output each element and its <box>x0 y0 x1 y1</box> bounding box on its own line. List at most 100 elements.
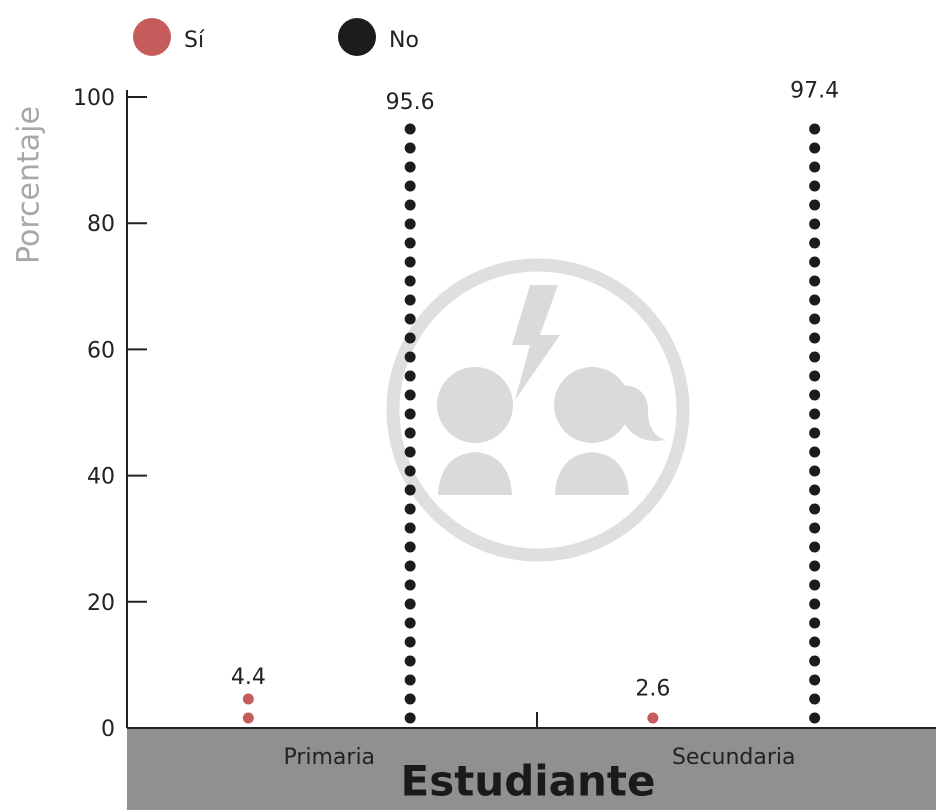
dot <box>404 465 416 477</box>
dot <box>809 522 821 534</box>
y-tick-label: 20 <box>87 591 115 616</box>
watermark-hair <box>620 385 665 441</box>
y-axis-title: Porcentaje <box>12 106 47 264</box>
dot <box>809 218 821 230</box>
x-axis-title: Estudiante <box>401 757 656 806</box>
value-label: 2.6 <box>635 677 670 702</box>
watermark <box>386 258 690 562</box>
y-tick-label: 40 <box>87 465 115 490</box>
watermark-head <box>554 367 630 443</box>
dot <box>404 446 416 458</box>
legend-label: No <box>389 28 419 53</box>
dot-column <box>809 123 821 724</box>
dot <box>404 655 416 667</box>
dot <box>404 275 416 287</box>
dot <box>809 161 821 173</box>
watermark-body <box>555 452 629 495</box>
value-label: 95.6 <box>386 90 435 115</box>
watermark-ring <box>386 258 690 562</box>
x-tick-label: Secundaria <box>672 745 796 770</box>
dot <box>242 712 254 724</box>
dot <box>404 636 416 648</box>
value-label: 4.4 <box>231 665 266 690</box>
dot <box>647 712 659 724</box>
dot <box>809 199 821 211</box>
dot <box>809 256 821 268</box>
dot <box>809 560 821 572</box>
dot-column <box>647 712 659 724</box>
dot <box>809 123 821 135</box>
dot <box>809 484 821 496</box>
dot <box>404 674 416 686</box>
dot <box>809 674 821 686</box>
watermark-head <box>437 367 513 443</box>
legend-swatch <box>338 18 376 56</box>
dot <box>809 294 821 306</box>
dot <box>404 294 416 306</box>
dot <box>809 655 821 667</box>
dot <box>809 446 821 458</box>
dot <box>404 161 416 173</box>
dot <box>809 598 821 610</box>
dot <box>404 579 416 591</box>
dot <box>404 180 416 192</box>
dot <box>809 408 821 420</box>
x-tick-label: Primaria <box>283 745 375 770</box>
dot <box>404 560 416 572</box>
y-tick-label: 100 <box>73 86 115 111</box>
dot <box>404 389 416 401</box>
dot <box>404 218 416 230</box>
dot <box>404 237 416 249</box>
dot-column <box>404 123 416 724</box>
dot <box>809 712 821 724</box>
dot <box>404 123 416 135</box>
dot <box>809 351 821 363</box>
dot-column <box>242 693 254 724</box>
dot <box>404 370 416 382</box>
dot <box>809 465 821 477</box>
dot <box>404 142 416 154</box>
y-tick-label: 60 <box>87 338 115 363</box>
dot <box>809 237 821 249</box>
watermark-bolt <box>512 285 560 400</box>
legend-label: Sí <box>184 28 205 53</box>
dot <box>809 332 821 344</box>
dot <box>809 370 821 382</box>
dot <box>809 142 821 154</box>
y-tick-label: 0 <box>101 717 115 742</box>
dot <box>404 598 416 610</box>
dot <box>404 617 416 629</box>
dot <box>809 275 821 287</box>
dot <box>242 693 254 705</box>
dot <box>404 427 416 439</box>
dot <box>404 541 416 553</box>
dot <box>404 199 416 211</box>
dot <box>809 541 821 553</box>
dot <box>809 503 821 515</box>
dot <box>404 256 416 268</box>
dot <box>404 408 416 420</box>
dot <box>809 427 821 439</box>
x-axis-band <box>127 728 936 810</box>
dot <box>809 180 821 192</box>
dot <box>809 579 821 591</box>
dot <box>404 351 416 363</box>
dot <box>809 617 821 629</box>
dot <box>809 389 821 401</box>
dot <box>404 332 416 344</box>
dot <box>809 313 821 325</box>
legend-swatch <box>133 18 171 56</box>
y-tick-label: 80 <box>87 212 115 237</box>
dot <box>404 693 416 705</box>
value-label: 97.4 <box>790 78 839 103</box>
dot <box>404 712 416 724</box>
dot <box>809 636 821 648</box>
dot <box>404 503 416 515</box>
dot <box>404 522 416 534</box>
dot <box>809 693 821 705</box>
dot <box>404 484 416 496</box>
dot <box>404 313 416 325</box>
watermark-body <box>438 452 512 495</box>
